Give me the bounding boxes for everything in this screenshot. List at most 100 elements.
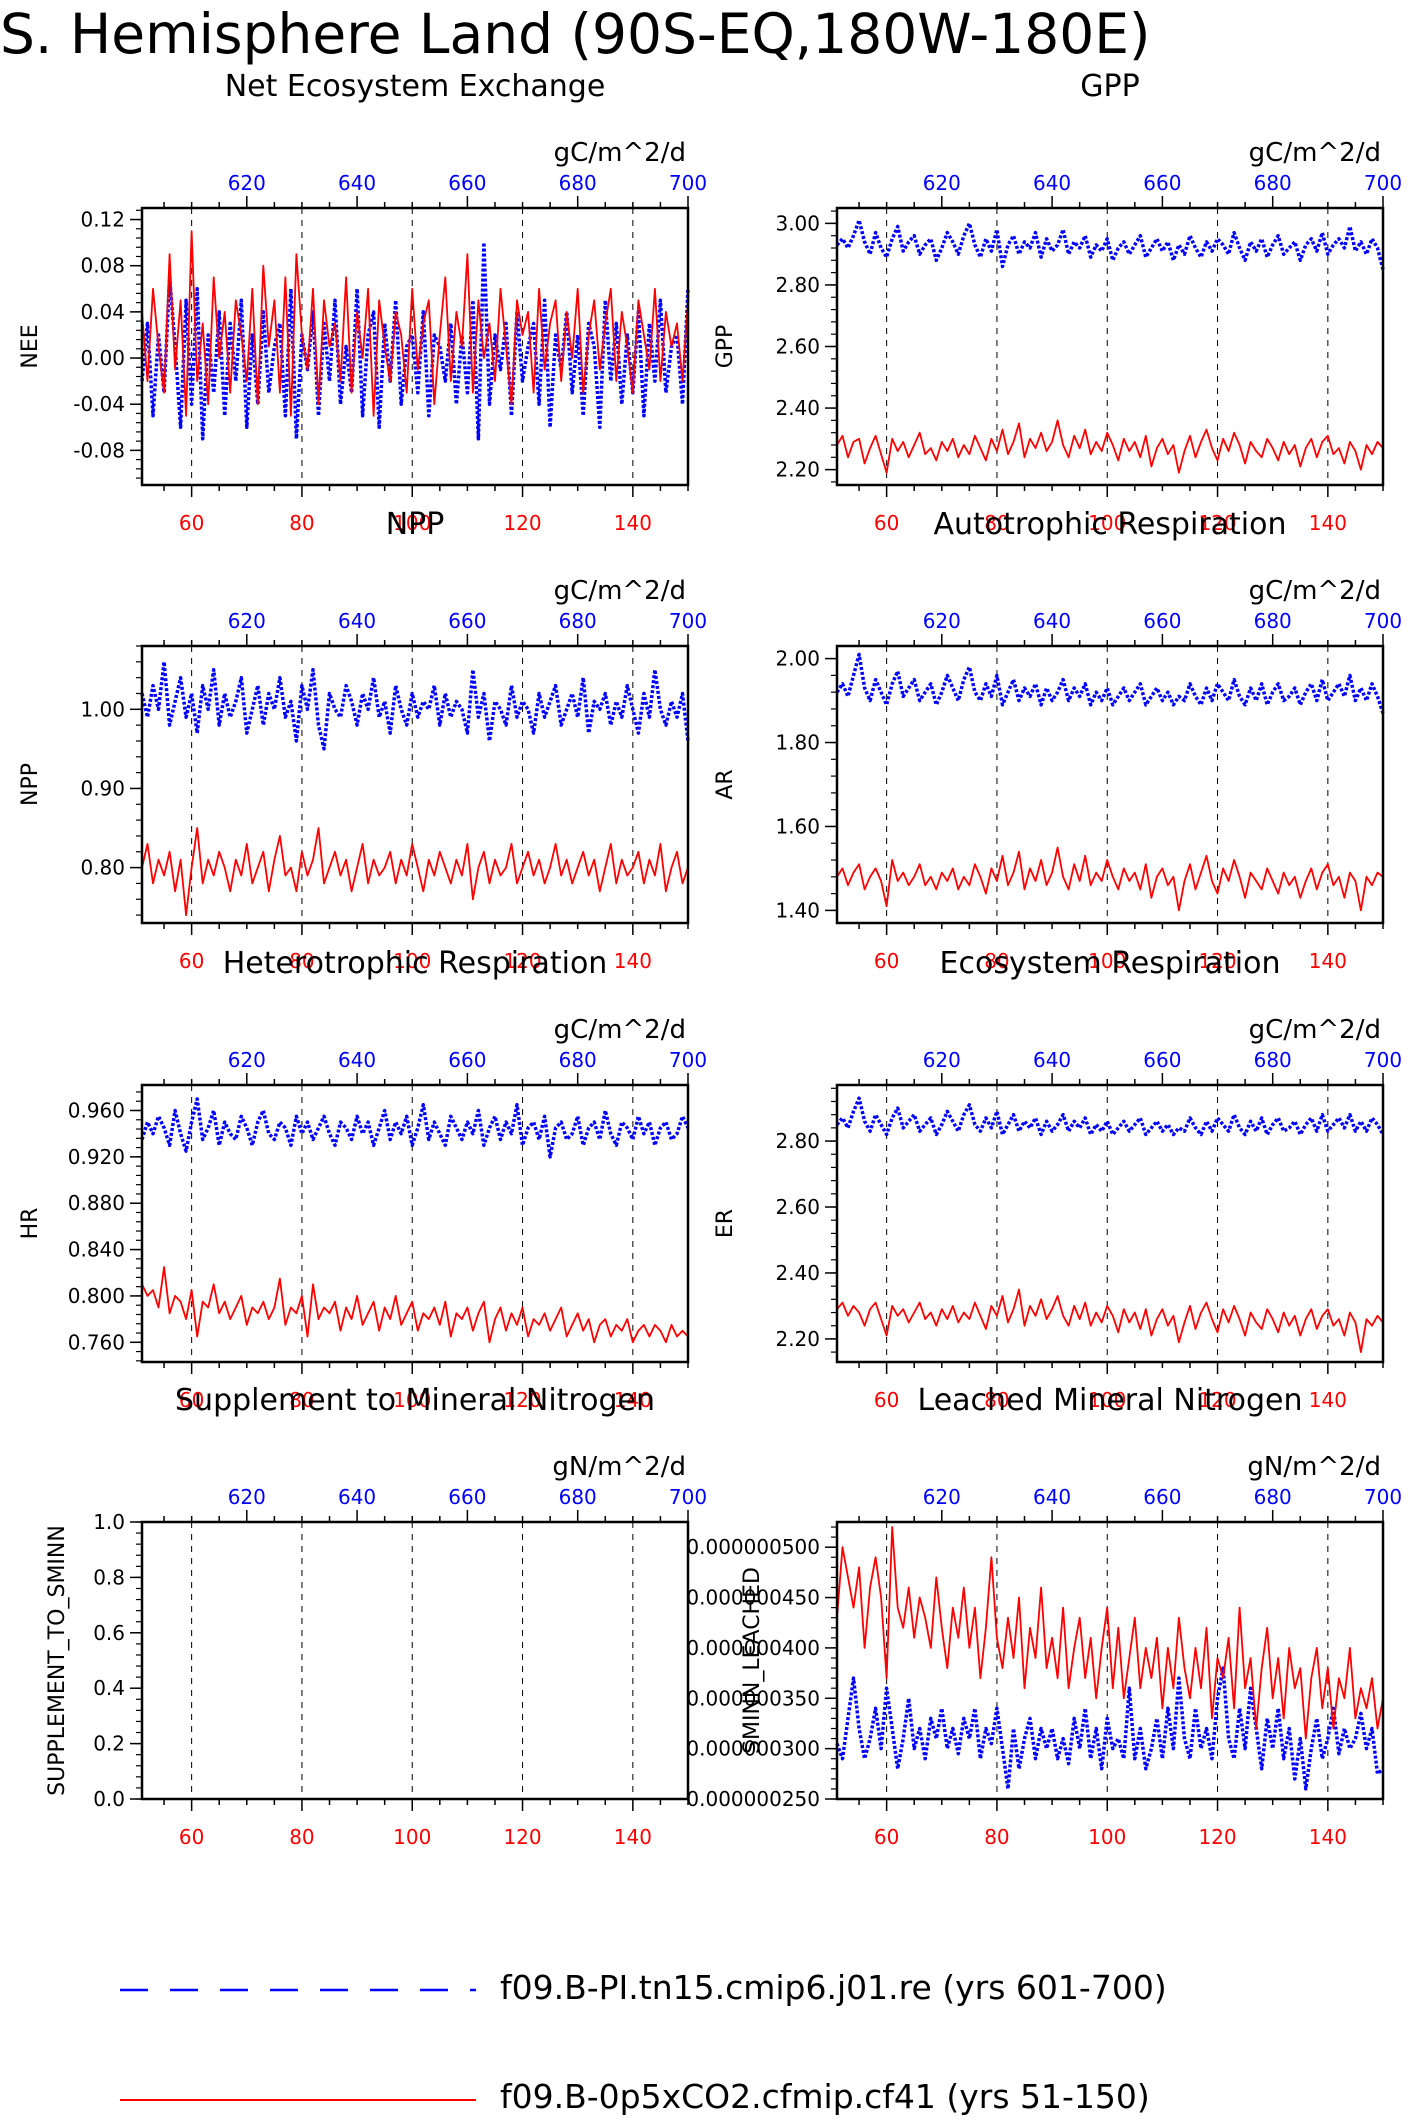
panel-7 — [825, 1510, 1385, 1811]
x-tick-label-bottom: 120 — [1198, 949, 1236, 973]
x-tick-label-bottom: 80 — [984, 949, 1009, 973]
x-tick-label-bottom: 60 — [179, 1388, 204, 1412]
x-tick-label-top: 660 — [1143, 171, 1181, 195]
y-tick-label: 0.760 — [68, 1330, 125, 1354]
series-line-case1 — [835, 218, 1385, 271]
x-tick-label-bottom: 60 — [874, 1388, 899, 1412]
x-tick-label-bottom: 120 — [503, 511, 541, 535]
panel-title: Autotrophic Respiration — [933, 507, 1286, 542]
x-tick-label-bottom: 80 — [289, 511, 314, 535]
x-tick-label-top: 620 — [923, 171, 961, 195]
plot-frame — [835, 644, 1385, 925]
y-tick-label: 0.840 — [68, 1238, 125, 1262]
y-axis-label: NEE — [18, 324, 43, 368]
series-line-case1 — [835, 652, 1385, 714]
series-line-case1 — [140, 1097, 690, 1159]
x-tick-label-bottom: 140 — [614, 1388, 652, 1412]
units-label: gN/m^2/d — [1247, 1452, 1381, 1482]
y-axis-label: GPP — [713, 325, 738, 369]
y-tick-label: 0.2 — [93, 1732, 125, 1756]
x-tick-label-bottom: 140 — [614, 511, 652, 535]
units-label: gC/m^2/d — [554, 138, 686, 168]
x-tick-label-top: 700 — [669, 609, 707, 633]
x-tick-label-bottom: 100 — [1088, 949, 1126, 973]
x-tick-label-top: 680 — [1254, 1048, 1292, 1072]
series-line-case2 — [141, 827, 689, 916]
x-tick-label-top: 640 — [1033, 1048, 1071, 1072]
x-tick-label-top: 620 — [228, 609, 266, 633]
y-tick-label: 0.000000350 — [686, 1686, 820, 1710]
legend-label-case2: f09.B-0p5xCO2.cfmip.cf41 (yrs 51-150) — [500, 2077, 1150, 2116]
y-tick-label: 0.000000400 — [686, 1636, 820, 1660]
y-tick-label: 0.8 — [93, 1565, 125, 1589]
y-tick-label: 2.20 — [775, 1327, 820, 1351]
x-tick-label-top: 660 — [448, 1485, 486, 1509]
plot-frame — [835, 1083, 1385, 1364]
x-tick-label-bottom: 120 — [1198, 511, 1236, 535]
plot-frame — [140, 1083, 690, 1364]
panel-title: Leached Mineral Nitrogen — [918, 1383, 1303, 1418]
y-tick-label: 0.920 — [68, 1145, 125, 1169]
y-tick-label: 0.80 — [80, 856, 125, 880]
x-tick-label-bottom: 60 — [179, 949, 204, 973]
x-tick-label-bottom: 80 — [289, 1825, 314, 1849]
y-axis-label: HR — [18, 1208, 43, 1240]
y-tick-label: 0.000000450 — [686, 1586, 820, 1610]
x-tick-label-top: 700 — [1364, 609, 1402, 633]
x-tick-label-top: 680 — [559, 171, 597, 195]
y-tick-label: 1.00 — [80, 697, 125, 721]
panel-2 — [130, 634, 690, 935]
y-tick-label: 0.800 — [68, 1284, 125, 1308]
y-tick-label: 2.60 — [775, 335, 820, 359]
panel-title: Net Ecosystem Exchange — [225, 69, 606, 104]
x-tick-label-top: 700 — [1364, 171, 1402, 195]
x-tick-label-bottom: 140 — [614, 949, 652, 973]
series-line-case1 — [140, 660, 690, 751]
x-tick-label-bottom: 100 — [393, 511, 431, 535]
plot-frame — [140, 1520, 690, 1801]
x-tick-label-bottom: 140 — [614, 1825, 652, 1849]
panel-title: Heterotrophic Respiration — [223, 946, 608, 981]
x-tick-label-top: 660 — [1143, 609, 1181, 633]
series-line-case1 — [835, 1096, 1385, 1137]
panel-1 — [825, 196, 1385, 497]
x-tick-label-top: 620 — [228, 171, 266, 195]
x-tick-label-top: 620 — [228, 1485, 266, 1509]
x-tick-label-bottom: 80 — [289, 949, 314, 973]
x-tick-label-bottom: 100 — [393, 949, 431, 973]
panel-4 — [130, 1073, 690, 1374]
y-axis-label: NPP — [18, 763, 43, 806]
x-tick-label-bottom: 100 — [1088, 511, 1126, 535]
x-tick-label-top: 660 — [448, 609, 486, 633]
x-tick-label-top: 700 — [669, 171, 707, 195]
x-tick-label-top: 680 — [559, 609, 597, 633]
x-tick-label-bottom: 80 — [984, 1388, 1009, 1412]
series-line-case2 — [836, 419, 1384, 474]
y-tick-label: 2.40 — [775, 396, 820, 420]
x-tick-label-top: 660 — [448, 171, 486, 195]
y-tick-label: 0.0 — [93, 1787, 125, 1811]
y-tick-label: 1.60 — [775, 814, 820, 838]
x-tick-label-top: 700 — [1364, 1048, 1402, 1072]
y-axis-label: AR — [713, 769, 738, 799]
x-tick-label-top: 680 — [559, 1048, 597, 1072]
panel-3 — [825, 634, 1385, 935]
x-tick-label-bottom: 140 — [1309, 1825, 1347, 1849]
x-tick-label-top: 640 — [338, 1485, 376, 1509]
plot-frame — [140, 206, 690, 487]
y-tick-label: 1.40 — [775, 898, 820, 922]
y-tick-label: 0.000000300 — [686, 1737, 820, 1761]
series-line-case2 — [141, 1266, 689, 1344]
series-line-case2 — [141, 230, 689, 417]
units-label: gC/m^2/d — [554, 1015, 686, 1045]
x-tick-label-bottom: 60 — [179, 511, 204, 535]
y-tick-label: 3.00 — [775, 211, 820, 235]
units-label: gC/m^2/d — [1249, 1015, 1381, 1045]
series-line-case1 — [835, 1666, 1385, 1791]
x-tick-label-top: 700 — [669, 1048, 707, 1072]
x-tick-label-top: 680 — [1254, 1485, 1292, 1509]
x-tick-label-top: 620 — [923, 609, 961, 633]
x-tick-label-bottom: 80 — [984, 1825, 1009, 1849]
y-tick-label: 0.000000500 — [686, 1535, 820, 1559]
y-tick-label: 0.880 — [68, 1191, 125, 1215]
